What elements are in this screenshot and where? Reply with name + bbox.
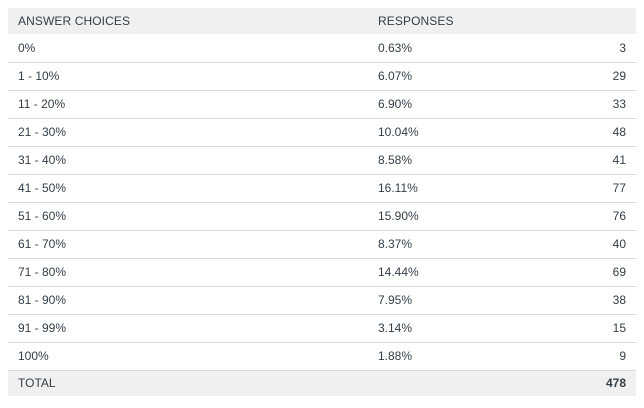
table-row: 41 - 50% 16.11% 77: [8, 174, 636, 203]
response-percent-cell: 1.88%: [368, 342, 538, 371]
answer-choice-cell: 91 - 99%: [8, 314, 368, 343]
answer-choice-cell: 100%: [8, 342, 368, 371]
response-count-cell: 29: [538, 62, 636, 91]
table-row: 91 - 99% 3.14% 15: [8, 314, 636, 343]
response-count-cell: 41: [538, 146, 636, 175]
response-count-cell: 48: [538, 118, 636, 147]
response-percent-cell: 8.37%: [368, 230, 538, 259]
table-row: 81 - 90% 7.95% 38: [8, 286, 636, 315]
table-body: 0% 0.63% 3 1 - 10% 6.07% 29 11 - 20% 6.90% 33 21 …: [8, 34, 636, 371]
table-row: 61 - 70% 8.37% 40: [8, 230, 636, 259]
count-header: [538, 8, 636, 34]
response-percent-cell: 8.58%: [368, 146, 538, 175]
table-row: 51 - 60% 15.90% 76: [8, 202, 636, 231]
answer-choice-cell: 71 - 80%: [8, 258, 368, 287]
response-percent-cell: 7.95%: [368, 286, 538, 315]
answer-choice-cell: 11 - 20%: [8, 90, 368, 119]
response-count-cell: 9: [538, 342, 636, 371]
answer-choice-cell: 41 - 50%: [8, 174, 368, 203]
answer-choice-cell: 0%: [8, 34, 368, 63]
response-count-cell: 33: [538, 90, 636, 119]
table-row: 31 - 40% 8.58% 41: [8, 146, 636, 175]
response-percent-cell: 10.04%: [368, 118, 538, 147]
response-percent-cell: 16.11%: [368, 174, 538, 203]
response-count-cell: 77: [538, 174, 636, 203]
response-count-cell: 69: [538, 258, 636, 287]
response-percent-cell: 0.63%: [368, 34, 538, 63]
table-row: 71 - 80% 14.44% 69: [8, 258, 636, 287]
total-row: TOTAL 478: [8, 370, 636, 396]
response-percent-cell: 15.90%: [368, 202, 538, 231]
responses-table: ANSWER CHOICES RESPONSES 0% 0.63% 3 1 - 10%…: [8, 8, 636, 396]
response-percent-cell: 3.14%: [368, 314, 538, 343]
response-count-cell: 3: [538, 34, 636, 63]
total-count: 478: [538, 370, 636, 396]
response-count-cell: 38: [538, 286, 636, 315]
response-percent-cell: 6.90%: [368, 90, 538, 119]
table-row: 0% 0.63% 3: [8, 34, 636, 63]
table-row: 21 - 30% 10.04% 48: [8, 118, 636, 147]
answer-choice-cell: 81 - 90%: [8, 286, 368, 315]
response-count-cell: 15: [538, 314, 636, 343]
response-percent-cell: 6.07%: [368, 62, 538, 91]
answer-choice-cell: 51 - 60%: [8, 202, 368, 231]
answer-choice-cell: 1 - 10%: [8, 62, 368, 91]
response-percent-cell: 14.44%: [368, 258, 538, 287]
responses-header: RESPONSES: [368, 8, 538, 34]
answer-choice-cell: 21 - 30%: [8, 118, 368, 147]
table-header-row: ANSWER CHOICES RESPONSES: [8, 8, 636, 34]
table-row: 100% 1.88% 9: [8, 342, 636, 371]
answer-choice-cell: 61 - 70%: [8, 230, 368, 259]
response-count-cell: 76: [538, 202, 636, 231]
answer-choice-cell: 31 - 40%: [8, 146, 368, 175]
table-row: 1 - 10% 6.07% 29: [8, 62, 636, 91]
total-label: TOTAL: [8, 370, 368, 396]
response-count-cell: 40: [538, 230, 636, 259]
table-row: 11 - 20% 6.90% 33: [8, 90, 636, 119]
answer-choices-header: ANSWER CHOICES: [8, 8, 368, 34]
total-percent: [368, 370, 538, 396]
